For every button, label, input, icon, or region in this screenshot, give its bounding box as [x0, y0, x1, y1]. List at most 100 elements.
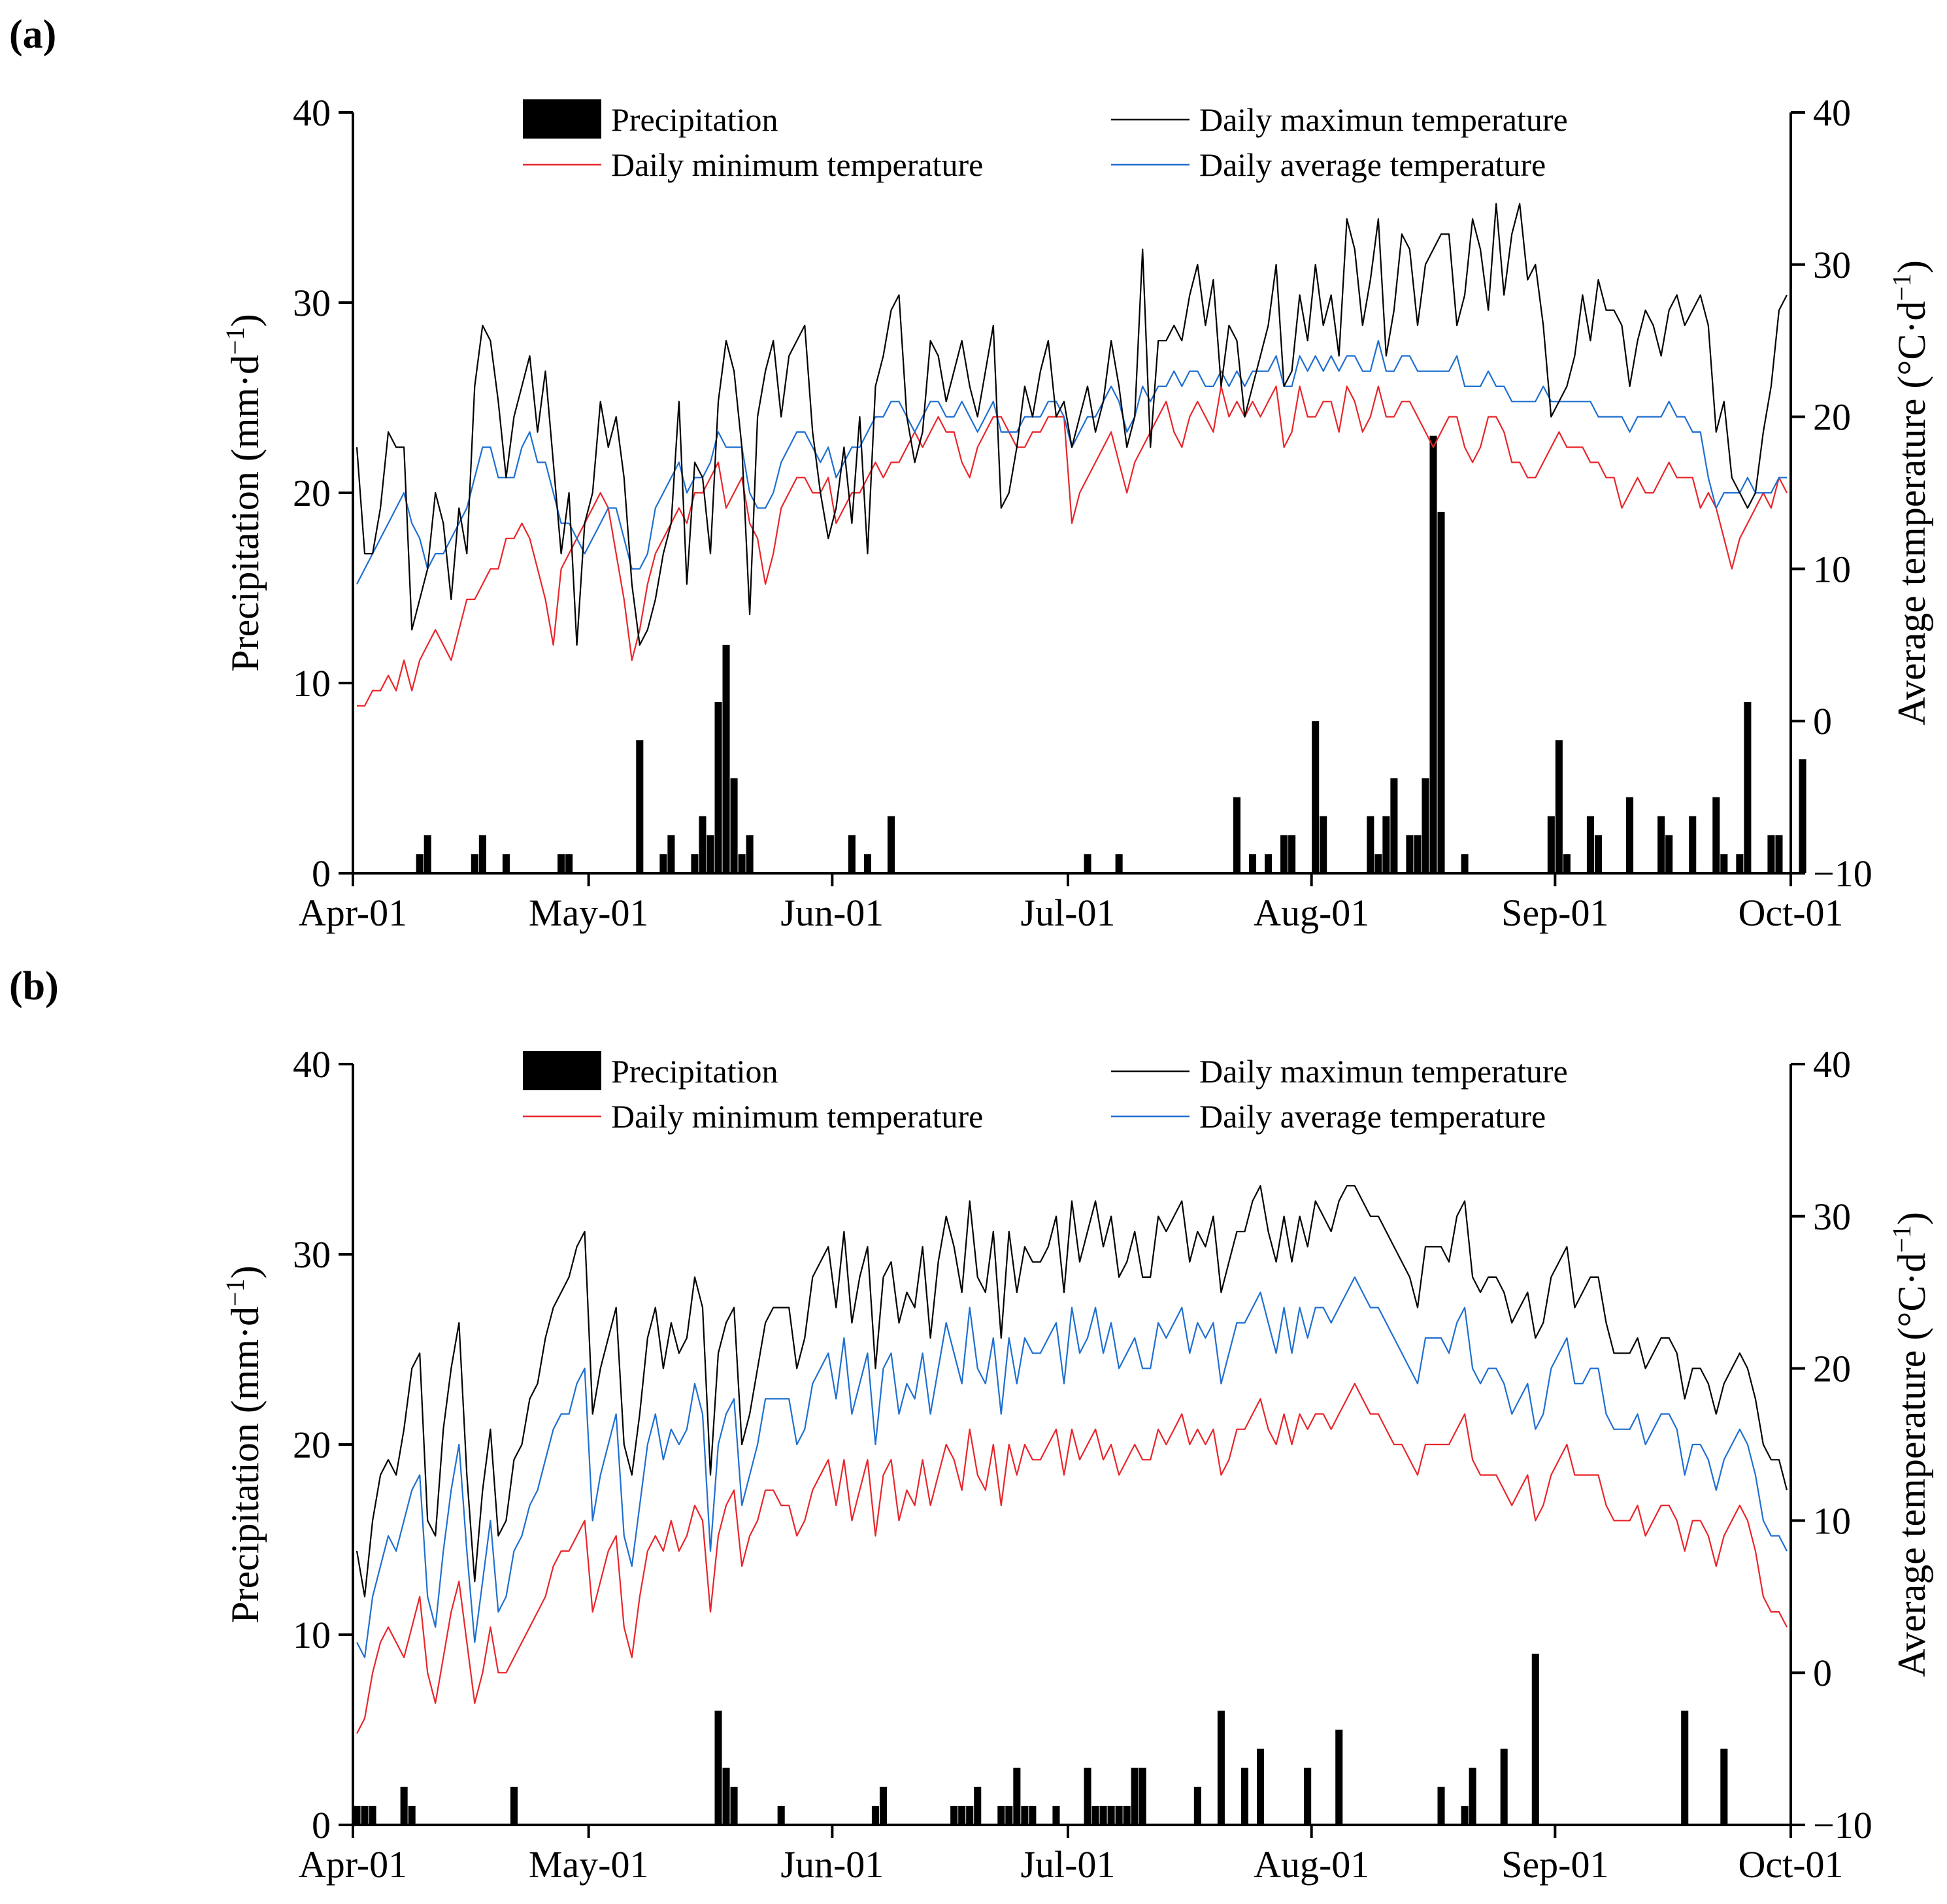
- precipitation-bar: [1720, 854, 1728, 873]
- precipitation-bar: [510, 1786, 518, 1825]
- x-tick-label: Jun-01: [780, 1843, 884, 1886]
- chart-b: 0 10 20 30 40 −10 0 10 20 30 40 Apr-01 May-01 Jun-01 J…: [220, 1043, 1933, 1886]
- precipitation-bar: [691, 854, 699, 873]
- precipitation-bar: [722, 644, 730, 873]
- right-tick-label: 0: [1813, 700, 1832, 743]
- precipitation-bar: [997, 1805, 1005, 1825]
- chart-panel-b: (b) 0 10 20 30 40 −10 0 10 20 30 40 Apr-01 May-01 Jun…: [0, 952, 1947, 1904]
- precipitation-bar: [1437, 1786, 1445, 1825]
- precipitation-bar: [1799, 759, 1806, 873]
- precipitation-bar: [730, 1786, 738, 1825]
- tmin-series-line: [356, 1382, 1788, 1734]
- legend-precipitation-swatch: [523, 1051, 601, 1090]
- precipitation-bar: [1469, 1767, 1476, 1825]
- precipitation-bar: [714, 1711, 722, 1825]
- precipitation-bar: [478, 835, 486, 873]
- precipitation-bar: [1775, 835, 1783, 873]
- precipitation-bar: [424, 835, 431, 873]
- left-axis-title: Precipitation (mm·d−1): [220, 1265, 267, 1623]
- panel-label: (b): [9, 964, 59, 1009]
- precipitation-bar: [471, 854, 478, 873]
- x-tick-label: Aug-01: [1254, 892, 1369, 934]
- precipitation-bar: [1665, 835, 1673, 873]
- precipitation-bar: [1233, 797, 1240, 873]
- precipitation-bar: [730, 778, 738, 873]
- precipitation-bar: [502, 854, 510, 873]
- chart-a: 0 10 20 30 40 −10 0 10 20 30 40 Apr-01 May-01 Jun-01 J…: [220, 92, 1933, 934]
- precipitation-bar: [1744, 702, 1752, 873]
- precipitation-bar: [1382, 816, 1390, 873]
- legend-precipitation-label: Precipitation: [611, 101, 778, 138]
- precipitation-bar: [1320, 816, 1327, 873]
- precipitation-bar: [699, 816, 707, 873]
- legend-tavg-label: Daily average temperature: [1199, 146, 1546, 183]
- tmax-series-line: [356, 1185, 1788, 1597]
- left-axis-title: Precipitation (mm·d−1): [220, 314, 267, 671]
- precipitation-bar: [722, 1767, 730, 1825]
- precipitation-bar: [416, 854, 424, 873]
- precipitation-bar: [1091, 1805, 1099, 1825]
- precipitation-bar: [557, 854, 565, 873]
- precipitation-bar: [950, 1805, 958, 1825]
- x-tick-label: Aug-01: [1254, 1843, 1369, 1886]
- precipitation-bar: [848, 835, 856, 873]
- precipitation-bar: [408, 1805, 416, 1825]
- precipitation-bar: [1029, 1805, 1037, 1825]
- precipitation-bar: [879, 1786, 888, 1825]
- precipitation-bar: [746, 835, 754, 873]
- precipitation-bar: [1256, 1748, 1265, 1825]
- precipitation-bar: [1414, 835, 1422, 873]
- right-tick-label: −10: [1813, 1804, 1872, 1846]
- precipitation-bar: [863, 854, 871, 873]
- precipitation-bar: [1193, 1786, 1201, 1825]
- left-tick-label: 20: [293, 472, 331, 514]
- precipitation-bar: [1280, 835, 1288, 873]
- precipitation-bar: [1335, 1729, 1343, 1825]
- precipitation-bar: [1123, 1805, 1131, 1825]
- precipitation-bar: [958, 1805, 966, 1825]
- precipitation-bar: [1555, 740, 1563, 873]
- right-tick-label: 20: [1813, 396, 1851, 439]
- left-tick-label: 30: [293, 1233, 331, 1276]
- precipitation-bar: [659, 854, 667, 873]
- precipitation-bar: [1720, 1748, 1728, 1825]
- precipitation-bar: [1500, 1748, 1508, 1825]
- precipitation-bar: [1390, 778, 1398, 873]
- precipitation-bar: [1005, 1805, 1013, 1825]
- precipitation-bar: [1406, 835, 1414, 873]
- legend-tmax-label: Daily maximun temperature: [1199, 101, 1568, 138]
- right-tick-label: 10: [1813, 548, 1851, 590]
- x-tick-label: Jul-01: [1020, 1843, 1115, 1886]
- right-tick-label: 30: [1813, 1195, 1851, 1238]
- legend-tavg-label: Daily average temperature: [1199, 1098, 1546, 1135]
- x-tick-label: Oct-01: [1738, 892, 1843, 934]
- x-tick-label: Sep-01: [1501, 1843, 1608, 1886]
- left-tick-label: 30: [293, 282, 331, 324]
- legend-tmin-label: Daily minimum temperature: [611, 1098, 983, 1135]
- precipitation-bar: [1547, 816, 1555, 873]
- right-axis-title: Average temperature (°C·d−1): [1887, 1212, 1933, 1677]
- precipitation-bar: [966, 1805, 974, 1825]
- precipitation-bar: [1429, 435, 1437, 873]
- legend-precipitation-swatch: [523, 99, 601, 139]
- precipitation-bar: [1240, 1767, 1249, 1825]
- tmin-series-line: [357, 385, 1788, 707]
- precipitation-bar: [777, 1805, 785, 1825]
- precipitation-bar: [887, 816, 895, 873]
- precipitation-bar: [361, 1805, 369, 1825]
- precipitation-bar: [1367, 816, 1374, 873]
- precipitation-bar: [738, 854, 746, 873]
- precipitation-bar: [1084, 1767, 1091, 1825]
- precipitation-bar: [1107, 1805, 1115, 1825]
- right-tick-label: 10: [1813, 1499, 1851, 1542]
- left-tick-label: 10: [293, 1614, 331, 1656]
- precipitation-bar: [1422, 778, 1429, 873]
- x-tick-label: May-01: [529, 892, 649, 934]
- legend-tmax-label: Daily maximun temperature: [1199, 1053, 1568, 1090]
- right-tick-label: 20: [1813, 1348, 1851, 1390]
- precipitation-bar: [1689, 816, 1697, 873]
- precipitation-bar: [1265, 854, 1273, 873]
- precipitation-bar: [667, 835, 675, 873]
- left-tick-label: 20: [293, 1424, 331, 1466]
- precipitation-bar: [1563, 854, 1571, 873]
